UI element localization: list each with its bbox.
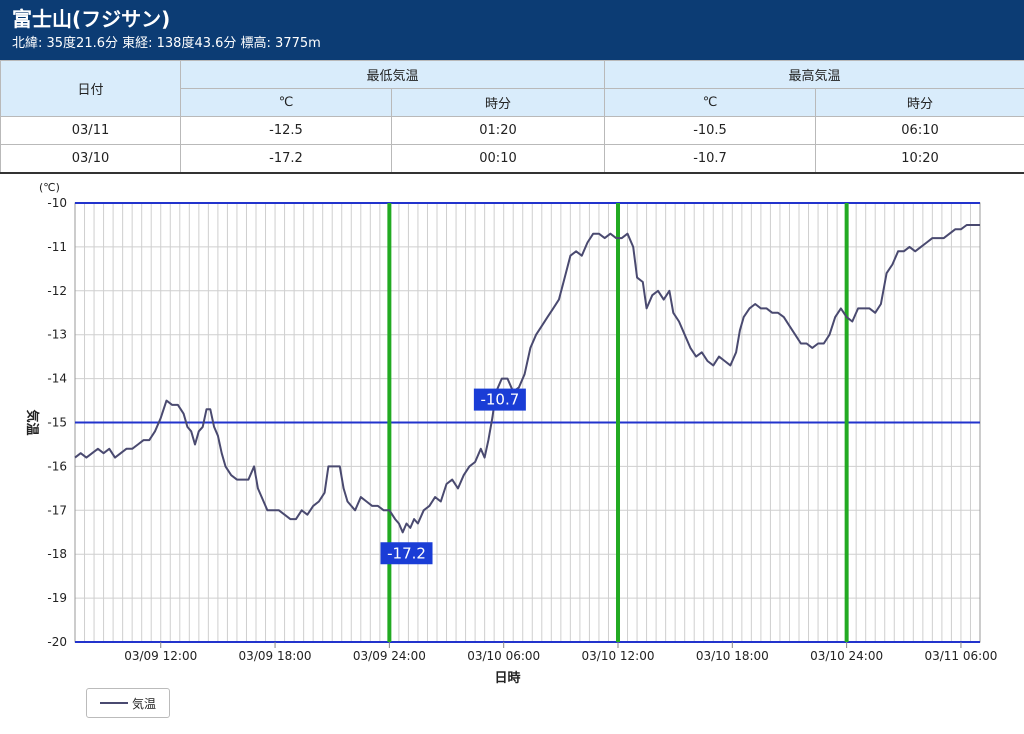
series-line-temperature: [74, 224, 980, 534]
temperature-summary-table: 日付 最低気温 最高気温 ℃ 時分 ℃ 時分 03/11 -12.5 01:20…: [0, 60, 1024, 174]
header-min-temp: 最低気温: [179, 60, 606, 89]
row-max-time: 06:10: [815, 116, 1024, 145]
x-axis-label: 日時: [494, 670, 520, 686]
annotation-box: [473, 388, 526, 411]
row-max-temp: -10.7: [604, 144, 817, 174]
y-tick-label: -12: [47, 284, 67, 298]
row-max-temp: -10.5: [604, 116, 817, 145]
y-axis-unit: (℃): [39, 181, 60, 194]
y-tick-label: -15: [47, 416, 67, 430]
x-tick-label: 03/10 24:00: [810, 649, 883, 663]
header-min-celsius: ℃: [180, 88, 392, 117]
legend-label: 気温: [131, 696, 156, 711]
row-min-time: 00:10: [390, 144, 606, 174]
annotation-label: -10.7: [480, 391, 519, 409]
y-tick-label: -16: [47, 459, 67, 473]
station-title: 富士山(フジサン): [12, 7, 171, 31]
y-tick-label: -18: [47, 547, 67, 561]
row-min-temp: -17.2: [180, 144, 392, 174]
legend-line-swatch: [99, 702, 128, 704]
x-tick-label: 03/10 06:00: [467, 649, 540, 663]
row-date: 03/10: [0, 144, 181, 174]
row-date: 03/11: [0, 116, 181, 145]
x-tick-label: 03/10 18:00: [696, 649, 769, 663]
station-coordinates: 北緯: 35度21.6分 東経: 138度43.6分 標高: 3775m: [12, 36, 321, 51]
annotation-label: -17.2: [387, 544, 426, 562]
y-tick-label: -11: [47, 240, 67, 254]
x-tick-label: 03/11 06:00: [924, 649, 997, 663]
table-row: 03/11 -12.5 01:20 -10.5 06:10: [0, 116, 1024, 145]
header-max-temp: 最高気温: [604, 60, 1024, 89]
row-max-time: 10:20: [815, 144, 1024, 174]
header-max-time: 時分: [815, 88, 1024, 117]
header-max-celsius: ℃: [604, 88, 817, 117]
annotation-box: [380, 542, 433, 565]
table-row: 03/10 -17.2 00:10 -10.7 10:20: [0, 144, 1024, 174]
chart-legend[interactable]: 気温: [86, 688, 170, 718]
x-tick-label: 03/10 12:00: [582, 649, 655, 663]
x-tick-label: 03/09 24:00: [353, 649, 426, 663]
y-tick-label: -13: [47, 328, 67, 342]
row-min-temp: -12.5: [180, 116, 392, 145]
header-date: 日付: [0, 60, 181, 117]
chart-svg: -10 -11 -12 -13 -14 -15 -16 -17 -18 -19 -20 (℃) 気温 03…: [24, 181, 997, 686]
y-tick-label: -14: [47, 372, 67, 386]
y-tick-label: -20: [47, 635, 67, 649]
x-tick-label: 03/09 18:00: [239, 649, 312, 663]
y-tick-label: -17: [47, 503, 67, 517]
y-tick-label: -19: [47, 591, 67, 605]
y-tick-label: -10: [47, 196, 67, 210]
temperature-chart: -10 -11 -12 -13 -14 -15 -16 -17 -18 -19 -20 (℃) 気温 03…: [0, 174, 1024, 718]
row-min-time: 01:20: [390, 116, 606, 145]
header-min-time: 時分: [390, 88, 606, 117]
y-axis-label: 気温: [24, 409, 40, 435]
x-tick-label: 03/09 12:00: [124, 649, 197, 663]
station-header: 富士山(フジサン) 北緯: 35度21.6分 東経: 138度43.6分 標高:…: [0, 0, 1024, 60]
